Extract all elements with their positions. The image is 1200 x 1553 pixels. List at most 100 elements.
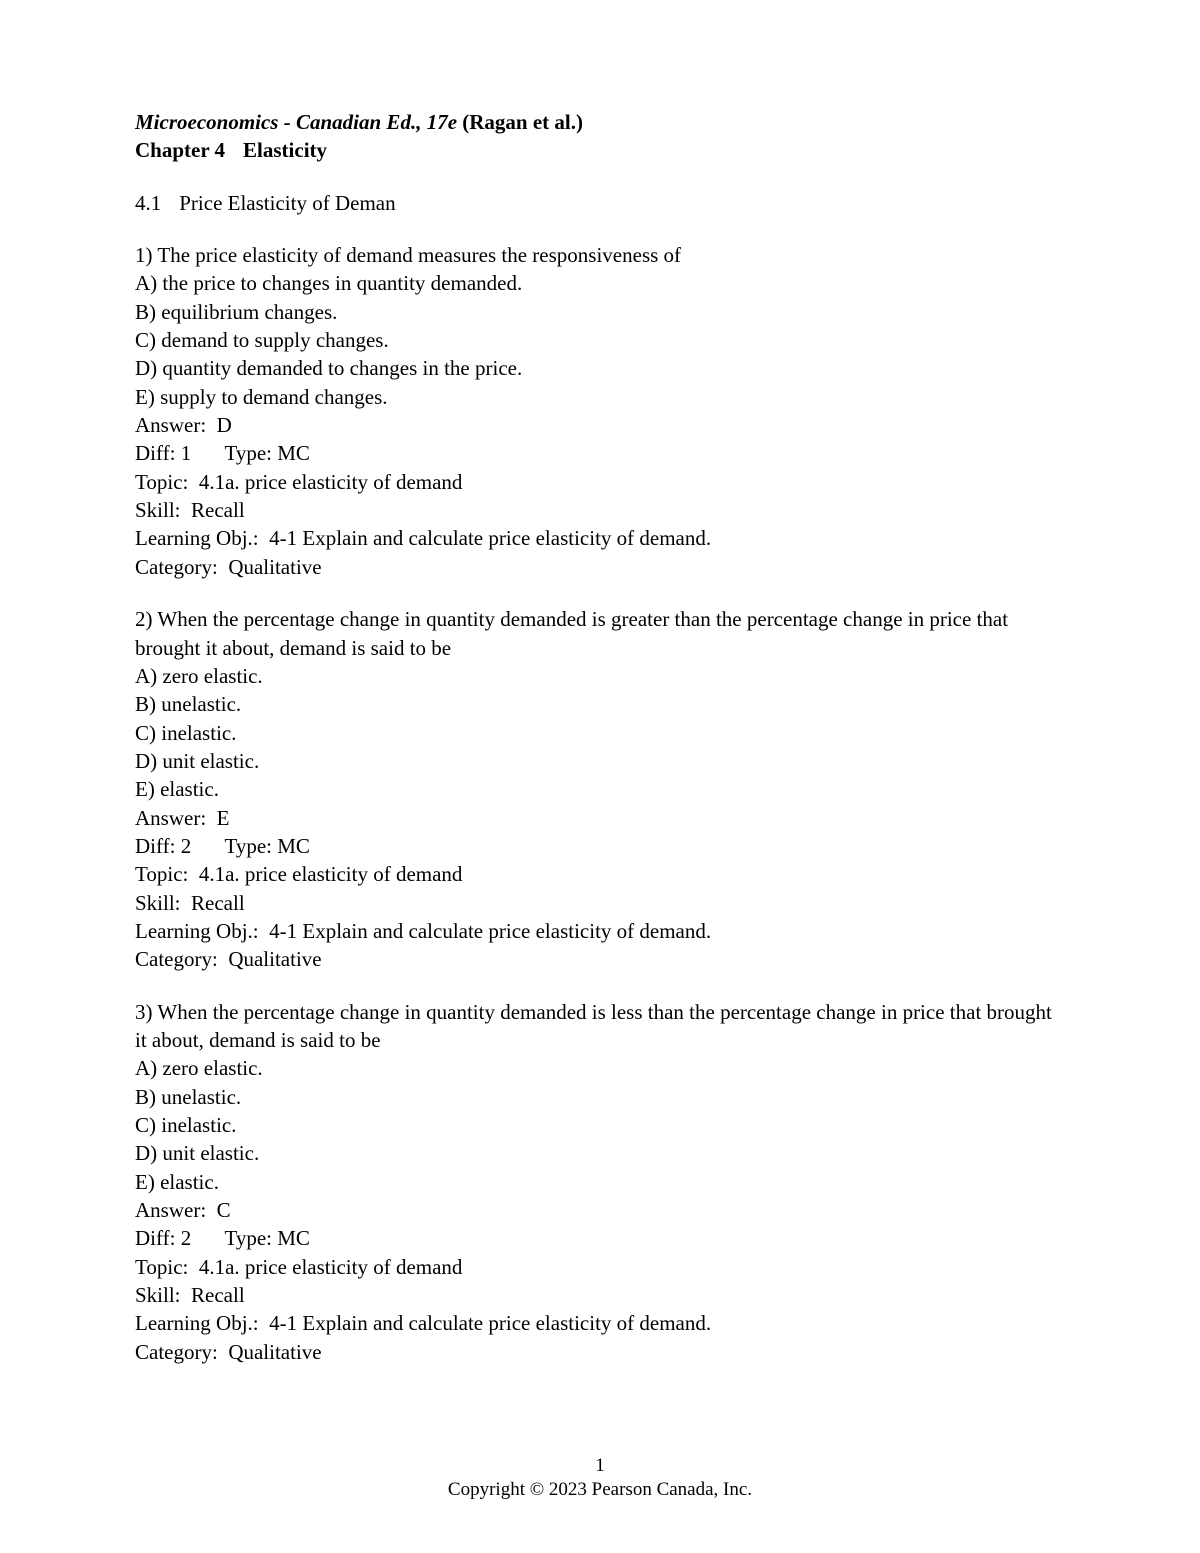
chapter-title: Elasticity [243,138,327,162]
book-title: Microeconomics [135,110,278,134]
type-value: MC [277,1226,310,1250]
category-label: Category: [135,555,218,579]
topic-value: 4.1a. price elasticity of demand [199,470,463,494]
section-line: 4.1 Price Elasticity of Deman [135,189,1065,217]
question-stem: 2) When the percentage change in quantit… [135,605,1065,662]
option: D) unit elastic. [135,747,1065,775]
answer-label: Answer: [135,413,206,437]
diff-type-line: Diff: 2 Type: MC [135,832,1065,860]
type-value: MC [277,834,310,858]
question-number: 3) [135,1000,153,1024]
skill-line: Skill: Recall [135,496,1065,524]
obj-line: Learning Obj.: 4-1 Explain and calculate… [135,917,1065,945]
option: B) unelastic. [135,690,1065,718]
question-block: 3) When the percentage change in quantit… [135,998,1065,1366]
obj-line: Learning Obj.: 4-1 Explain and calculate… [135,1309,1065,1337]
category-label: Category: [135,947,218,971]
question-stem: 3) When the percentage change in quantit… [135,998,1065,1055]
skill-line: Skill: Recall [135,889,1065,917]
option: A) zero elastic. [135,1054,1065,1082]
category-line: Category: Qualitative [135,1338,1065,1366]
diff-type-line: Diff: 1 Type: MC [135,439,1065,467]
answer-line: Answer: C [135,1196,1065,1224]
diff-value: 1 [181,441,192,465]
type-label: Type: [224,441,272,465]
section-number: 4.1 [135,189,161,217]
topic-line: Topic: 4.1a. price elasticity of demand [135,860,1065,888]
obj-label: Learning Obj.: [135,1311,259,1335]
title-sep: - [278,110,296,134]
question-stem: 1) The price elasticity of demand measur… [135,241,1065,269]
question-block: 2) When the percentage change in quantit… [135,605,1065,973]
option: E) supply to demand changes. [135,383,1065,411]
option: B) equilibrium changes. [135,298,1065,326]
topic-value: 4.1a. price elasticity of demand [199,1255,463,1279]
diff-value: 2 [181,1226,192,1250]
section-title: Price Elasticity of Deman [179,191,395,215]
page-number: 1 [0,1455,1200,1477]
answer-line: Answer: D [135,411,1065,439]
chapter-line: Chapter 4 Elasticity [135,136,1065,164]
obj-value: 4-1 Explain and calculate price elastici… [269,919,711,943]
option: C) inelastic. [135,719,1065,747]
question-text: The price elasticity of demand measures … [157,243,681,267]
edition: Canadian Ed., 17e [296,110,457,134]
topic-label: Topic: [135,1255,188,1279]
chapter-label: Chapter 4 [135,136,225,164]
topic-label: Topic: [135,862,188,886]
category-label: Category: [135,1340,218,1364]
type-label: Type: [224,1226,272,1250]
category-value: Qualitative [228,947,321,971]
obj-line: Learning Obj.: 4-1 Explain and calculate… [135,524,1065,552]
obj-value: 4-1 Explain and calculate price elastici… [269,1311,711,1335]
option: D) unit elastic. [135,1139,1065,1167]
document-page: Microeconomics - Canadian Ed., 17e (Raga… [0,0,1200,1366]
header-line-1: Microeconomics - Canadian Ed., 17e (Raga… [135,108,1065,136]
type-label: Type: [224,834,272,858]
topic-label: Topic: [135,470,188,494]
question-text: When the percentage change in quantity d… [135,607,1008,659]
skill-value: Recall [191,1283,245,1307]
category-value: Qualitative [228,555,321,579]
diff-label: Diff: [135,441,175,465]
category-value: Qualitative [228,1340,321,1364]
skill-line: Skill: Recall [135,1281,1065,1309]
question-number: 1) [135,243,153,267]
topic-line: Topic: 4.1a. price elasticity of demand [135,1253,1065,1281]
answer-label: Answer: [135,1198,206,1222]
question-text: When the percentage change in quantity d… [135,1000,1052,1052]
obj-label: Learning Obj.: [135,526,259,550]
type-value: MC [277,441,310,465]
category-line: Category: Qualitative [135,553,1065,581]
authors: (Ragan et al.) [462,110,583,134]
diff-type-line: Diff: 2 Type: MC [135,1224,1065,1252]
answer-value: E [217,806,230,830]
skill-value: Recall [191,498,245,522]
answer-value: C [217,1198,231,1222]
obj-value: 4-1 Explain and calculate price elastici… [269,526,711,550]
answer-line: Answer: E [135,804,1065,832]
skill-label: Skill: [135,1283,181,1307]
diff-label: Diff: [135,1226,175,1250]
page-footer: 1 Copyright © 2023 Pearson Canada, Inc. [0,1455,1200,1501]
skill-label: Skill: [135,498,181,522]
diff-label: Diff: [135,834,175,858]
answer-value: D [217,413,232,437]
obj-label: Learning Obj.: [135,919,259,943]
question-block: 1) The price elasticity of demand measur… [135,241,1065,581]
option: D) quantity demanded to changes in the p… [135,354,1065,382]
skill-label: Skill: [135,891,181,915]
option: E) elastic. [135,775,1065,803]
option: B) unelastic. [135,1083,1065,1111]
skill-value: Recall [191,891,245,915]
diff-value: 2 [181,834,192,858]
topic-value: 4.1a. price elasticity of demand [199,862,463,886]
option: C) demand to supply changes. [135,326,1065,354]
question-number: 2) [135,607,153,631]
option: C) inelastic. [135,1111,1065,1139]
category-line: Category: Qualitative [135,945,1065,973]
option: A) zero elastic. [135,662,1065,690]
option: E) elastic. [135,1168,1065,1196]
option: A) the price to changes in quantity dema… [135,269,1065,297]
topic-line: Topic: 4.1a. price elasticity of demand [135,468,1065,496]
